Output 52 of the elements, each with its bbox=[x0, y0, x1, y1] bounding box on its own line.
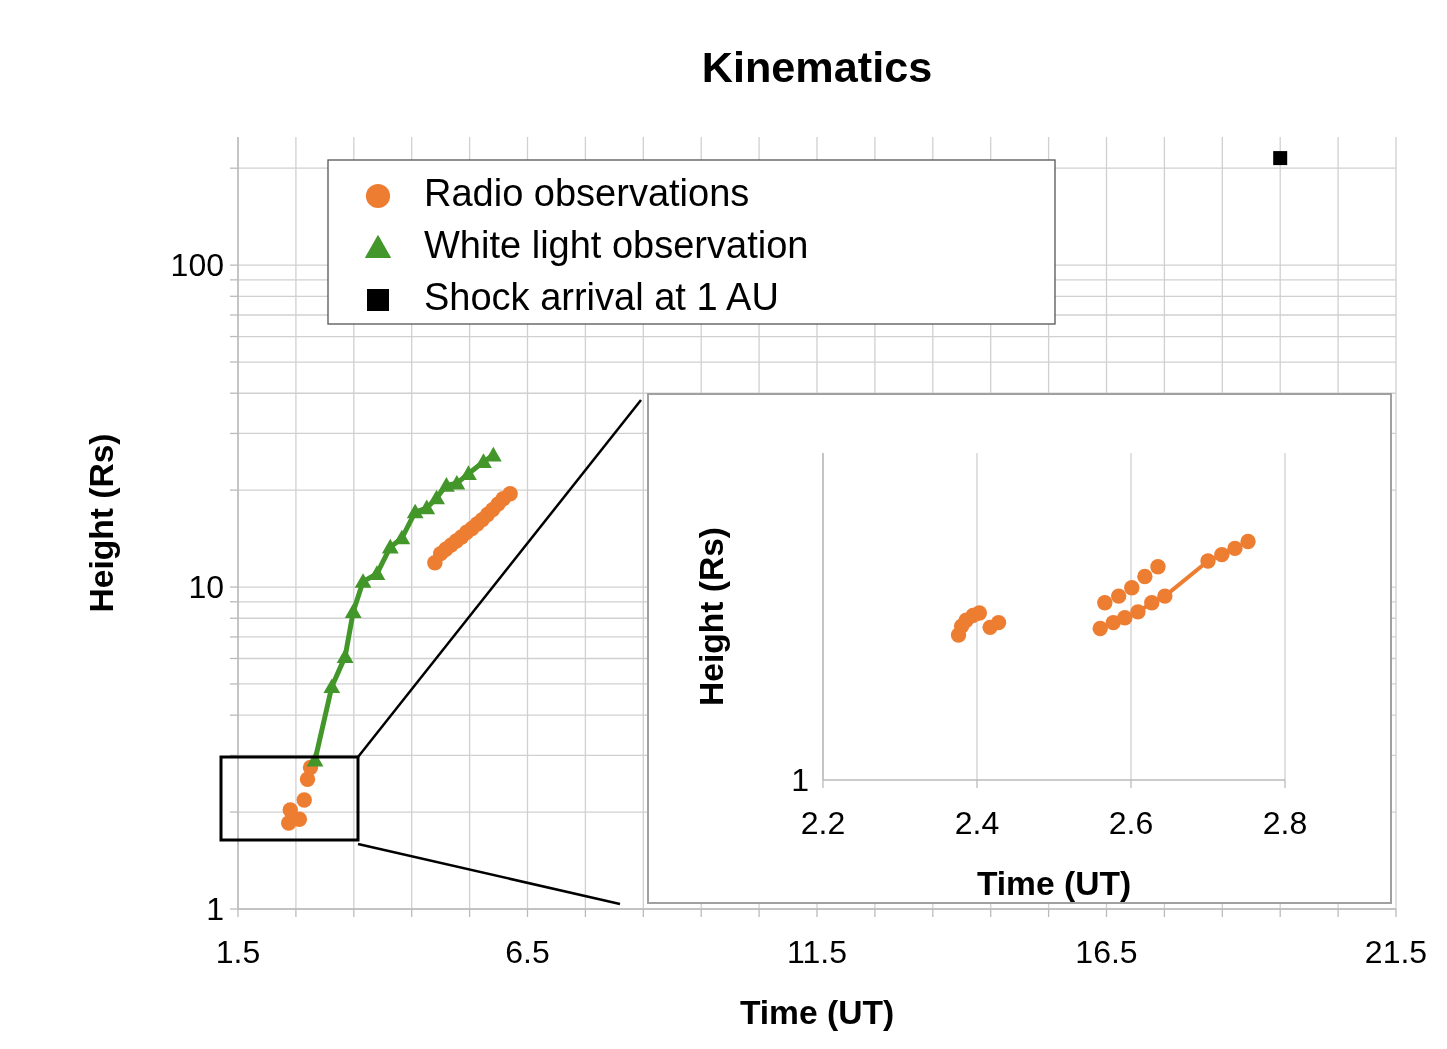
x-tick-label: 21.5 bbox=[1364, 934, 1428, 971]
point bbox=[1092, 620, 1108, 637]
point bbox=[1157, 588, 1173, 604]
x-tick-label: 2.4 bbox=[954, 805, 1000, 842]
point bbox=[1130, 604, 1146, 620]
point bbox=[1144, 595, 1160, 611]
point bbox=[418, 499, 436, 515]
point bbox=[296, 792, 312, 808]
point bbox=[1240, 533, 1256, 550]
x-tick-label: 6.5 bbox=[505, 934, 550, 971]
point bbox=[971, 605, 988, 621]
point bbox=[990, 614, 1007, 631]
legend-label: White light observation bbox=[424, 224, 809, 266]
point bbox=[1097, 595, 1113, 611]
x-axis-title: Time (UT) bbox=[976, 865, 1132, 903]
y-tick-label: 10 bbox=[188, 569, 224, 606]
annotation: 1 bbox=[791, 762, 809, 799]
y-tick-label: 100 bbox=[170, 247, 224, 284]
legend-label: Radio observations bbox=[424, 172, 750, 214]
point bbox=[475, 453, 492, 469]
point bbox=[336, 648, 354, 663]
point bbox=[1214, 546, 1230, 563]
point bbox=[406, 503, 424, 519]
point bbox=[1273, 151, 1288, 166]
x-tick-label: 2.6 bbox=[1108, 805, 1154, 842]
x-tick-label: 11.5 bbox=[787, 934, 847, 971]
point bbox=[1137, 568, 1153, 585]
point bbox=[381, 538, 399, 554]
x-tick-label: 2.2 bbox=[800, 805, 846, 842]
legend-label: Shock arrival at 1 AU bbox=[424, 276, 779, 318]
y-axis-title: Height (Rs) bbox=[693, 526, 730, 707]
x-tick-label: 16.5 bbox=[1075, 934, 1138, 971]
x-axis-title: Time (UT) bbox=[739, 994, 895, 1032]
point bbox=[428, 489, 445, 505]
point bbox=[1200, 553, 1216, 569]
x-tick-label: 1.5 bbox=[215, 934, 261, 971]
point bbox=[354, 573, 372, 588]
point bbox=[1117, 610, 1133, 626]
x-tick-label: 2.8 bbox=[1262, 805, 1308, 842]
point bbox=[1124, 580, 1140, 596]
point bbox=[291, 811, 308, 827]
point bbox=[323, 678, 341, 694]
point bbox=[460, 465, 477, 480]
point bbox=[1150, 559, 1166, 575]
point bbox=[1110, 588, 1127, 604]
point bbox=[344, 603, 362, 619]
y-tick-label: 1 bbox=[206, 891, 224, 928]
chart-title: Kinematics bbox=[701, 43, 933, 91]
point bbox=[502, 485, 518, 502]
point bbox=[282, 802, 298, 818]
y-axis-title: Height (Rs) bbox=[83, 433, 120, 613]
point bbox=[1227, 540, 1243, 557]
